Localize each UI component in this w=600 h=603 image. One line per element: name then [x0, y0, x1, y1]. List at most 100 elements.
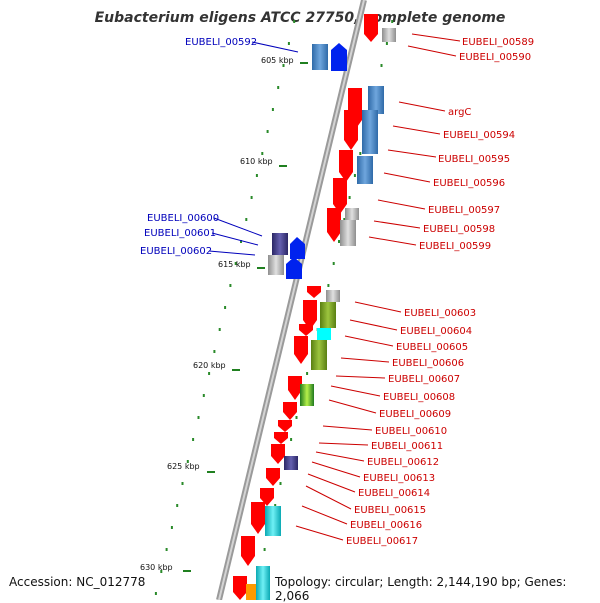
gene-eubeli-00612-arrow — [271, 444, 285, 464]
gc-dot — [218, 328, 221, 331]
gc-dot — [343, 218, 346, 221]
tick-label-625: 625 kbp — [167, 462, 200, 471]
forward-strand-genes — [268, 43, 347, 279]
gene-eubeli-00607-arrow — [288, 376, 302, 400]
gc-dot — [165, 548, 168, 551]
gene-eubeli-00601-bar — [268, 255, 284, 275]
gene-eubeli-00590-bar — [382, 28, 396, 42]
label-eubeli-00599: EUBELI_00599 — [419, 241, 491, 252]
gene-eubeli-00595-arrow — [339, 150, 353, 182]
label-argc: argC — [448, 107, 471, 118]
gene-eubeli-00614-arrow — [266, 468, 280, 486]
reverse-labels: EUBELI_00589 EUBELI_00590 argC EUBELI_00… — [295, 33, 534, 547]
gene-eubeli-00594-bar — [362, 110, 378, 154]
gc-dot — [295, 416, 298, 419]
gc-dot — [271, 108, 274, 111]
gc-dot — [279, 482, 282, 485]
label-eubeli-00613: EUBELI_00613 — [363, 473, 435, 484]
label-eubeli-00590: EUBELI_00590 — [459, 52, 531, 63]
gene-eubeli-00611-arrow — [274, 432, 288, 444]
label-eubeli-00605: EUBELI_00605 — [396, 342, 468, 353]
gc-dot — [293, 20, 296, 23]
gc-dot — [287, 42, 290, 45]
gc-dot — [160, 570, 163, 573]
gene-eubeli-00608-bar — [300, 384, 314, 406]
scale-ticks: 605 kbp 610 kbp 615 kbp 620 kbp 625 kbp … — [140, 56, 308, 572]
gene-eubeli-00606-bar — [311, 340, 327, 370]
gc-dot — [186, 460, 189, 463]
gene-eubeli-00602-arrow — [286, 257, 302, 279]
gc-dot — [266, 130, 269, 133]
gene-eubeli-00615-arrow — [260, 488, 274, 506]
gene-eubeli-00592-arrow — [331, 43, 347, 71]
gc-dot — [391, 20, 394, 23]
gc-dot — [327, 284, 330, 287]
gc-dot — [208, 372, 211, 375]
gc-dot — [263, 548, 266, 551]
label-eubeli-00615: EUBELI_00615 — [354, 505, 426, 516]
gc-dot — [255, 174, 258, 177]
gene-eubeli-00605-bar — [317, 328, 331, 340]
gc-dot — [261, 152, 264, 155]
label-eubeli-00598: EUBELI_00598 — [423, 224, 495, 235]
gene-eubeli-00605-arrow — [299, 324, 313, 336]
label-eubeli-00592: EUBELI_00592 — [185, 37, 257, 48]
gc-dot — [348, 196, 351, 199]
gene-eubeli-00606-arrow — [294, 336, 308, 364]
gene-eubeli-00595-bar — [357, 156, 373, 184]
gene-eubeli-00601-arrow — [290, 237, 305, 259]
label-eubeli-00597: EUBELI_00597 — [428, 205, 500, 216]
label-eubeli-00607: EUBELI_00607 — [388, 374, 460, 385]
gene-eubeli-00600-bar — [272, 233, 288, 255]
tick-label-615: 615 kbp — [218, 260, 251, 269]
label-eubeli-00596: EUBELI_00596 — [433, 178, 505, 189]
gc-dot — [181, 482, 184, 485]
gc-dot — [290, 438, 293, 441]
label-eubeli-00589: EUBELI_00589 — [462, 37, 534, 48]
gene-eubeli-00594-arrow — [344, 110, 358, 150]
tick-label-610: 610 kbp — [240, 157, 273, 166]
gene-eubeli-00596-arrow — [333, 178, 347, 214]
gene-eubeli-00616-bar — [265, 506, 281, 536]
gene-lower-bar-orange — [246, 584, 256, 600]
gene-eubeli-00604-bar — [320, 302, 336, 328]
label-eubeli-00604: EUBELI_00604 — [400, 326, 472, 337]
forward-labels: EUBELI_00592 EUBELI_00600 EUBELI_00601 E… — [140, 37, 299, 257]
label-eubeli-00611: EUBELI_00611 — [371, 441, 443, 452]
topology-text: Topology: circular; Length: 2,144,190 bp… — [275, 575, 567, 603]
label-eubeli-00616: EUBELI_00616 — [350, 520, 422, 531]
accession-text: Accession: NC_012778 — [9, 575, 146, 589]
label-eubeli-00602: EUBELI_00602 — [140, 246, 212, 257]
gc-dot — [306, 372, 309, 375]
label-eubeli-00617: EUBELI_00617 — [346, 536, 418, 547]
gene-eubeli-00592-bar — [312, 44, 328, 70]
gene-argc-bar — [368, 86, 384, 114]
label-eubeli-00595: EUBELI_00595 — [438, 154, 510, 165]
gene-eubeli-00597-arrow — [327, 208, 341, 242]
gc-dot — [338, 240, 340, 243]
gc-dot — [277, 86, 280, 89]
label-eubeli-00600: EUBELI_00600 — [147, 213, 219, 224]
label-eubeli-00609: EUBELI_00609 — [379, 409, 451, 420]
gc-dot — [240, 240, 242, 243]
gc-dot — [380, 64, 383, 67]
gene-eubeli-00617-arrow — [241, 536, 255, 566]
gc-dot — [213, 350, 216, 353]
gc-dot — [353, 174, 356, 177]
gc-dot — [192, 438, 195, 441]
gc-dot — [282, 64, 285, 67]
genome-backbone-highlight — [218, 0, 365, 600]
gc-dot — [274, 504, 277, 507]
gene-eubeli-00613-bar — [284, 456, 298, 470]
gene-eubeli-00599-bar — [340, 220, 356, 246]
gc-dot — [202, 394, 205, 397]
label-eubeli-00606: EUBELI_00606 — [392, 358, 464, 369]
label-eubeli-00612: EUBELI_00612 — [367, 457, 439, 468]
label-eubeli-00603: EUBELI_00603 — [404, 308, 476, 319]
tick-label-620: 620 kbp — [193, 361, 226, 370]
gc-dot — [229, 284, 232, 287]
gene-eubeli-00603-arrow — [307, 286, 321, 298]
label-eubeli-00594: EUBELI_00594 — [443, 130, 515, 141]
gc-dot — [359, 152, 362, 155]
label-eubeli-00608: EUBELI_00608 — [383, 392, 455, 403]
